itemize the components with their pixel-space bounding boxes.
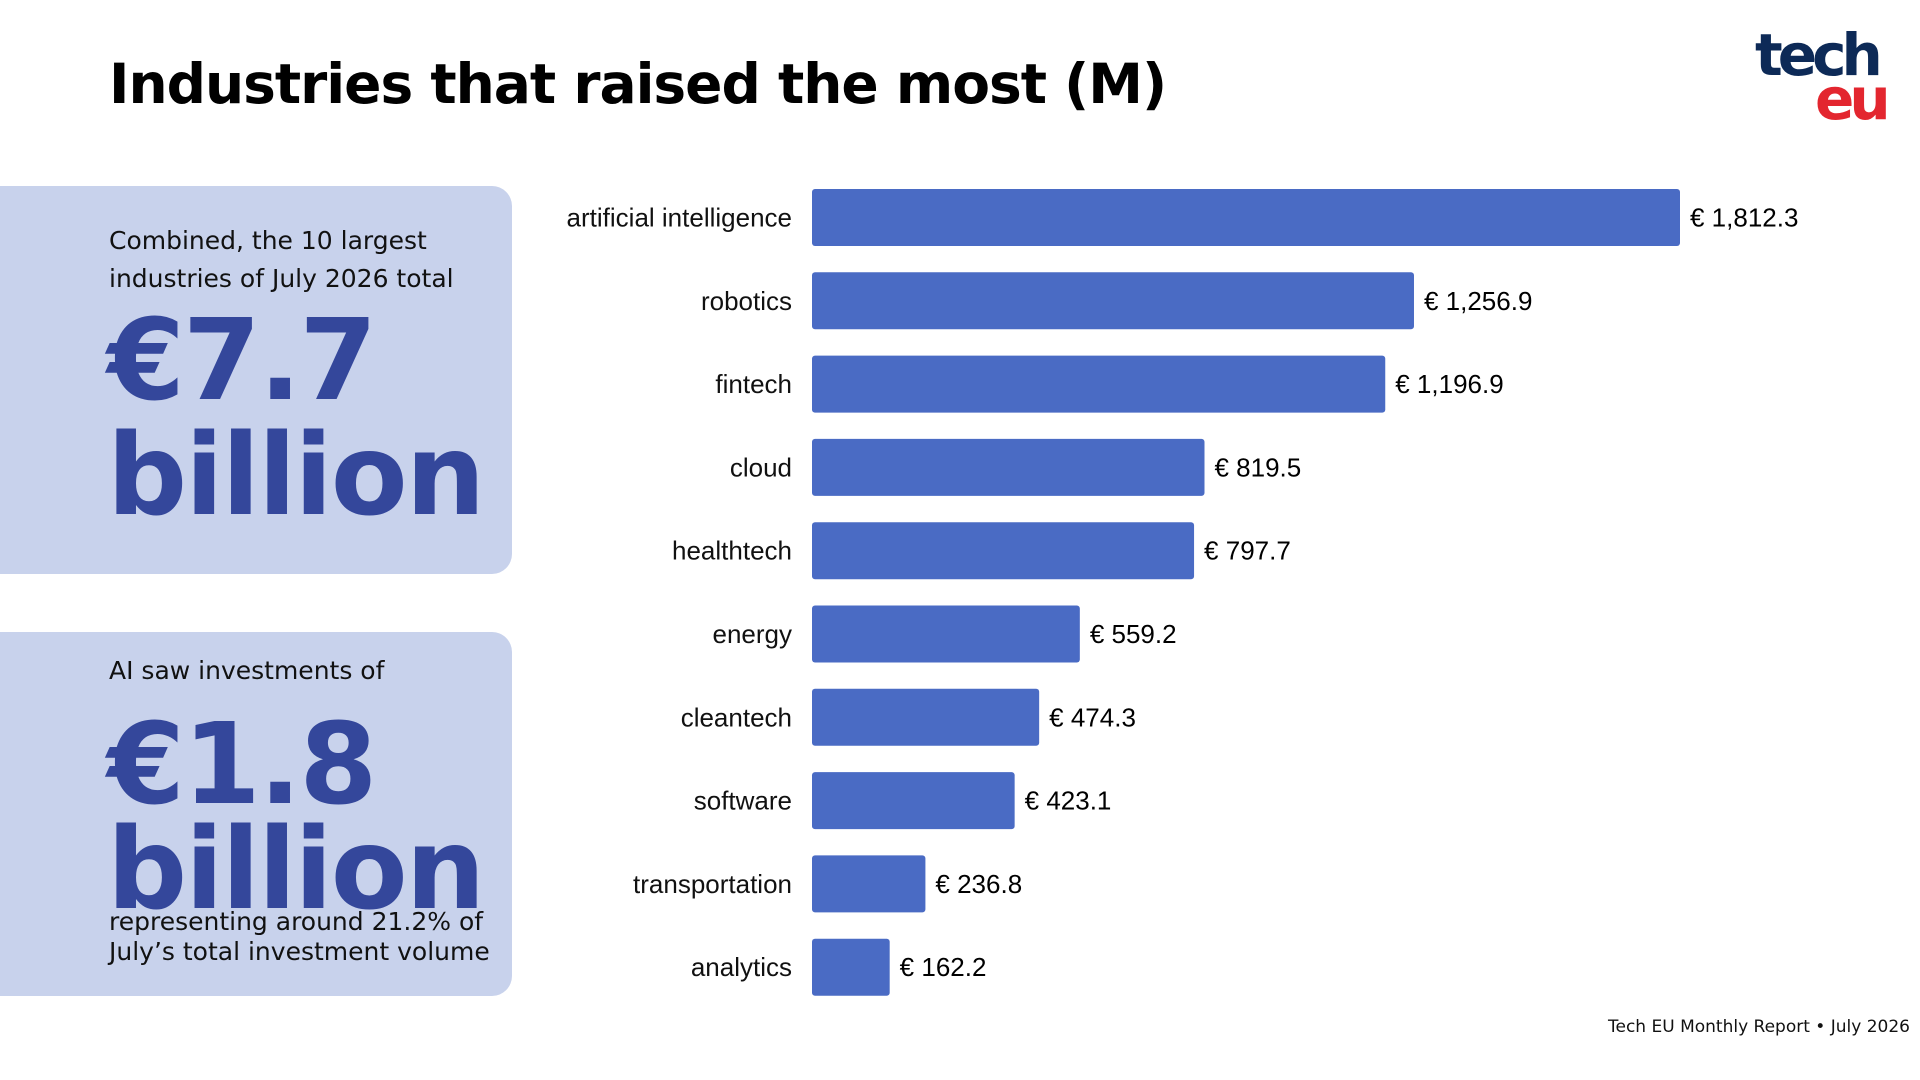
category-label: healthtech (672, 536, 792, 566)
category-label: software (694, 786, 792, 816)
page-title: Industries that raised the most (M) (109, 52, 1167, 116)
category-label: cleantech (681, 702, 792, 732)
ai-amount: €1.8 (107, 700, 377, 830)
bar (812, 688, 1040, 746)
bar (812, 522, 1195, 580)
bar-value-label: € 1,256.9 (1424, 286, 1532, 316)
total-amount: €7.7 (107, 296, 377, 426)
ai-summary-card: AI saw investments of €1.8 billion repre… (0, 632, 512, 996)
ai-summary-share: representing around 21.2% of July’s tota… (109, 907, 490, 966)
bar-value-label: € 474.3 (1049, 702, 1136, 732)
bar-value-label: € 559.2 (1090, 619, 1177, 649)
bar (812, 355, 1386, 413)
category-label: analytics (691, 952, 792, 982)
bar-value-label: € 236.8 (935, 869, 1022, 899)
bar (812, 189, 1680, 246)
category-label: robotics (701, 286, 792, 316)
bar-value-label: € 1,196.9 (1395, 369, 1503, 399)
category-label: artificial intelligence (567, 203, 792, 233)
ai-summary-intro: AI saw investments of (109, 656, 385, 685)
bar-value-label: € 797.7 (1204, 536, 1291, 566)
tech-eu-logo: tech eu (1755, 22, 1895, 132)
bar-value-label: € 1,812.3 (1690, 203, 1798, 233)
total-summary-card: Combined, the 10 largest industries of J… (0, 186, 512, 574)
bar (812, 772, 1015, 830)
logo-eu: eu (1815, 65, 1891, 133)
ai-amount-unit: billion (107, 805, 485, 935)
category-label: cloud (730, 452, 792, 482)
category-label: energy (713, 619, 793, 649)
bar-value-label: € 819.5 (1214, 452, 1301, 482)
bar (812, 855, 926, 913)
bar (812, 605, 1080, 663)
industries-bar-chart: artificial intelligence € 1,812.3 robotics… (567, 189, 1798, 996)
category-label: fintech (715, 369, 792, 399)
bar (812, 938, 890, 996)
category-label: transportation (633, 869, 792, 899)
total-summary-text: Combined, the 10 largest industries of J… (109, 226, 454, 293)
footer-credit: Tech EU Monthly Report • July 2026 (1608, 1017, 1910, 1037)
bar-value-label: € 162.2 (900, 952, 987, 982)
bar (812, 272, 1414, 330)
bar-value-label: € 423.1 (1025, 786, 1112, 816)
bar (812, 438, 1205, 496)
total-amount-unit: billion (107, 411, 485, 541)
logo-tech: tech (1755, 21, 1883, 89)
